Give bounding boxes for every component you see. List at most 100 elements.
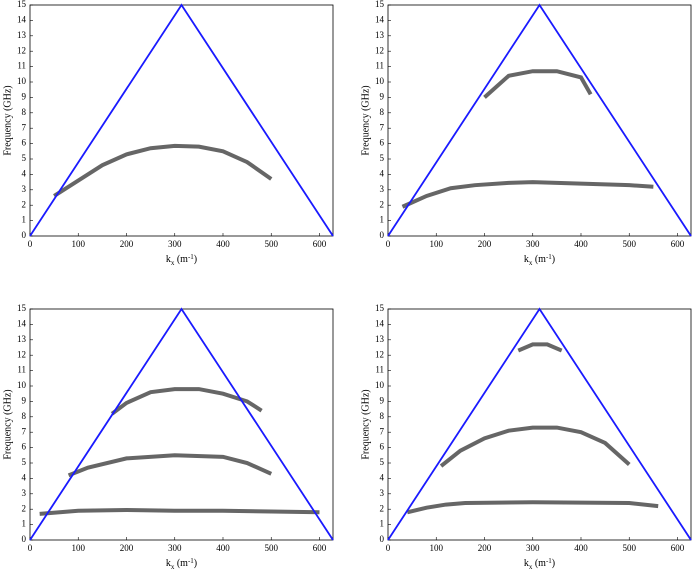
x-tick-label: 100 <box>429 543 443 553</box>
y-tick-label: 0 <box>380 230 385 240</box>
x-tick-label: 200 <box>478 543 492 553</box>
x-tick-label: 400 <box>574 239 588 249</box>
x-tick-label: 0 <box>28 543 33 553</box>
y-tick-label: 4 <box>380 168 385 178</box>
x-axis-label: kx (m-1) <box>524 557 555 571</box>
y-tick-label: 7 <box>22 426 27 436</box>
y-axis-label: Frequency (GHz) <box>2 389 13 459</box>
x-tick-label: 600 <box>671 543 685 553</box>
x-axis-label-part: ) <box>194 254 197 265</box>
y-tick-label: 14 <box>375 318 385 328</box>
x-tick-label: 200 <box>478 239 492 249</box>
x-tick-label: 0 <box>28 239 33 249</box>
x-tick-label: 500 <box>622 239 636 249</box>
x-axis-label: kx (m-1) <box>166 557 197 571</box>
y-tick-label: 6 <box>380 138 385 148</box>
y-tick-label: 12 <box>375 349 384 359</box>
x-tick-label: 600 <box>313 239 327 249</box>
x-axis-label-part: (m <box>532 558 546 569</box>
y-tick-label: 7 <box>380 426 385 436</box>
x-axis-label-part: k <box>524 254 529 265</box>
y-tick-label: 1 <box>380 519 385 529</box>
y-tick-label: 15 <box>375 303 385 313</box>
x-tick-label: 500 <box>264 543 278 553</box>
x-tick-label: 300 <box>526 239 540 249</box>
x-axis-label-part: x <box>529 563 533 571</box>
y-tick-label: 5 <box>22 153 27 163</box>
y-tick-label: 10 <box>375 76 385 86</box>
dispersion-band <box>39 507 320 516</box>
x-axis-label-part: ) <box>194 558 197 569</box>
y-tick-label: 8 <box>22 411 27 421</box>
y-tick-label: 15 <box>17 0 27 9</box>
plot-area <box>29 4 334 237</box>
y-tick-label: 1 <box>380 215 385 225</box>
x-axis-label: kx (m-1) <box>524 253 555 267</box>
x-axis-label-part: x <box>171 259 175 267</box>
y-tick-label: 11 <box>375 365 384 375</box>
y-tick-label: 6 <box>22 138 27 148</box>
dispersion-band <box>439 425 631 468</box>
x-tick-label: 200 <box>120 239 134 249</box>
y-tick-label: 10 <box>17 76 27 86</box>
x-tick-label: 300 <box>526 543 540 553</box>
y-tick-label: 5 <box>380 457 385 467</box>
y-tick-label: 2 <box>380 199 385 209</box>
light-line <box>29 307 334 541</box>
x-tick-label: 500 <box>622 543 636 553</box>
y-tick-label: 2 <box>22 503 27 513</box>
x-tick-label: 0 <box>386 543 391 553</box>
x-tick-label: 600 <box>313 543 327 553</box>
x-axis-label-part: k <box>166 254 171 265</box>
x-axis-label-part: (m <box>174 254 188 265</box>
y-tick-label: 8 <box>22 107 27 117</box>
plot-area <box>29 308 334 541</box>
x-tick-label: 300 <box>168 239 182 249</box>
y-tick-label: 5 <box>380 153 385 163</box>
y-tick-label: 4 <box>22 168 27 178</box>
y-tick-label: 4 <box>380 472 385 482</box>
y-tick-label: 0 <box>22 534 27 544</box>
light-line <box>29 3 334 237</box>
x-axis-label-part: (m <box>174 558 188 569</box>
y-tick-label: 3 <box>380 184 385 194</box>
x-tick-label: 100 <box>71 239 85 249</box>
y-tick-label: 3 <box>380 488 385 498</box>
y-tick-label: 9 <box>22 395 27 405</box>
y-tick-label: 0 <box>380 534 385 544</box>
x-axis-label-part: -1 <box>188 557 194 565</box>
y-tick-label: 9 <box>380 395 385 405</box>
dispersion-band <box>517 342 563 353</box>
x-axis-label-part: -1 <box>546 557 552 565</box>
dispersion-band <box>110 387 263 416</box>
y-tick-label: 13 <box>17 30 27 40</box>
y-tick-label: 12 <box>17 45 26 55</box>
y-tick-label: 6 <box>22 442 27 452</box>
y-tick-label: 14 <box>17 14 27 24</box>
y-tick-label: 7 <box>380 122 385 132</box>
y-tick-label: 14 <box>17 318 27 328</box>
y-tick-label: 7 <box>22 122 27 132</box>
y-tick-label: 15 <box>17 303 27 313</box>
y-axis-label: Frequency (GHz) <box>360 85 371 155</box>
dispersion-band <box>406 500 659 515</box>
y-tick-label: 11 <box>17 365 26 375</box>
y-tick-label: 8 <box>380 411 385 421</box>
y-tick-label: 8 <box>380 107 385 117</box>
x-axis-label: kx (m-1) <box>166 253 197 267</box>
y-tick-label: 15 <box>375 0 385 9</box>
y-tick-label: 0 <box>22 230 27 240</box>
x-tick-label: 400 <box>216 239 230 249</box>
dispersion-band <box>67 453 273 478</box>
y-tick-label: 5 <box>22 457 27 467</box>
x-tick-label: 400 <box>216 543 230 553</box>
y-tick-label: 1 <box>22 519 27 529</box>
y-tick-label: 1 <box>22 215 27 225</box>
x-tick-label: 100 <box>429 239 443 249</box>
x-axis-label-part: x <box>529 259 533 267</box>
x-tick-label: 400 <box>574 543 588 553</box>
y-tick-label: 3 <box>22 488 27 498</box>
